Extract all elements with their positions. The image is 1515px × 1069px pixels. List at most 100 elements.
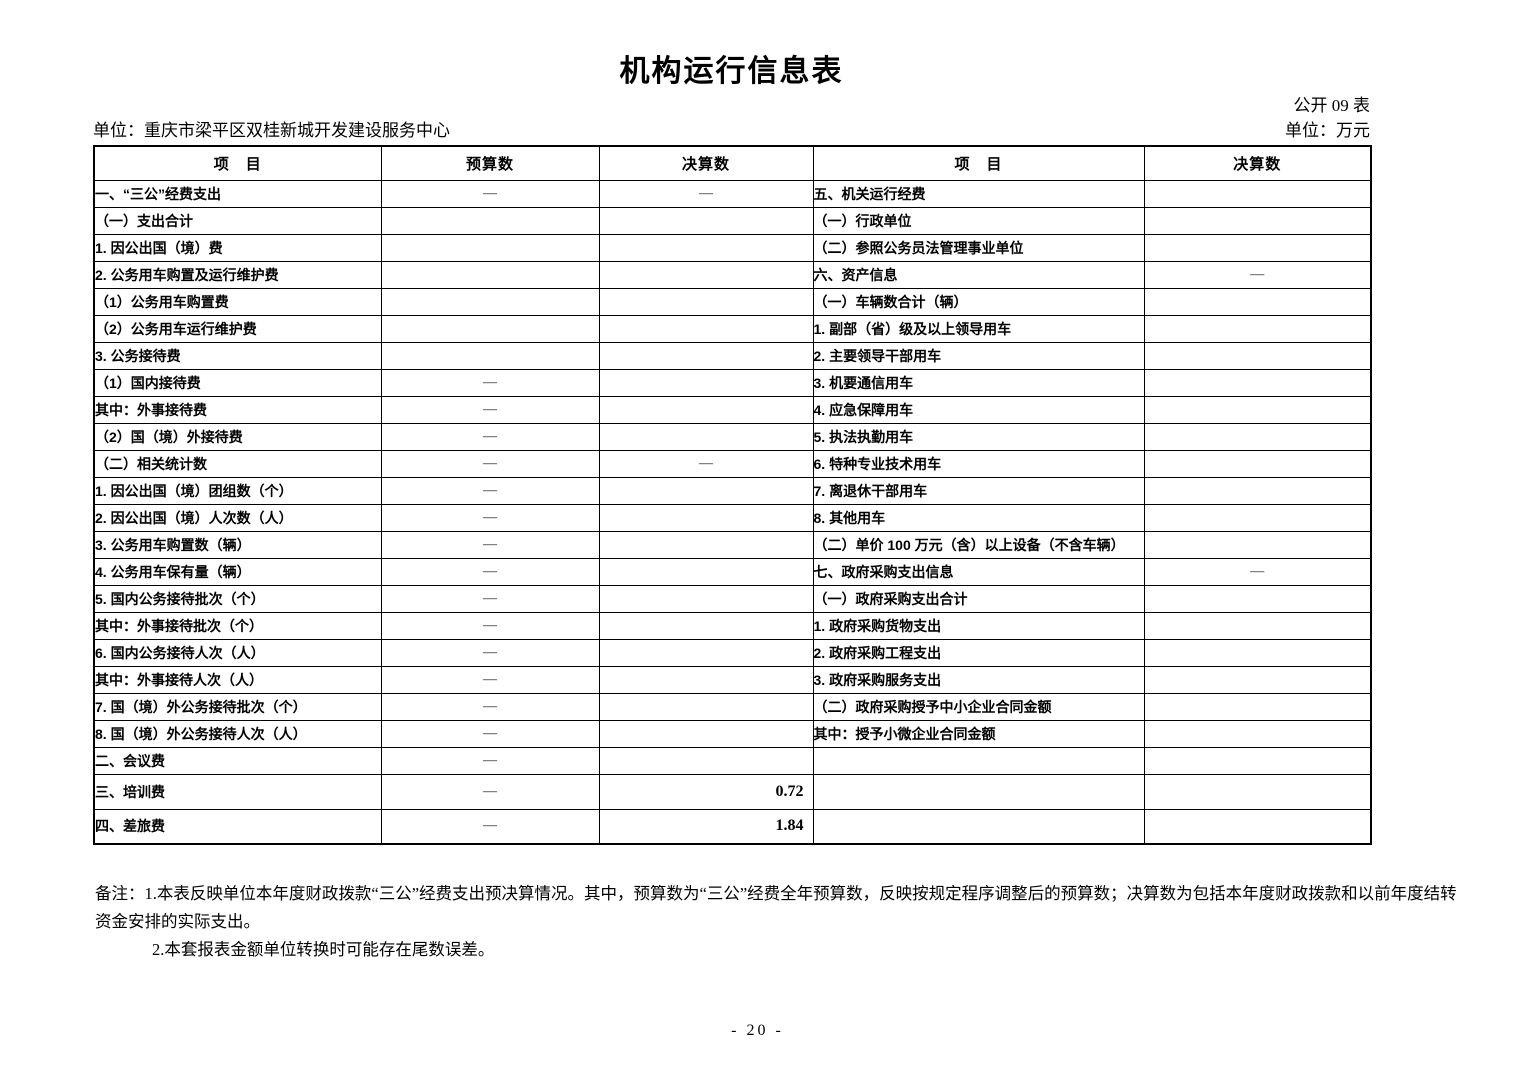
item-label-right: （一）政府采购支出合计 — [812, 584, 1145, 613]
budget-value — [380, 206, 600, 235]
item-label-left: 7. 国（境）外公务接待批次（个） — [93, 692, 382, 721]
final-value-left — [598, 638, 814, 667]
final-value-right — [1143, 773, 1372, 810]
item-label-left: （1）国内接待费 — [93, 368, 382, 397]
budget-value: — — [380, 719, 600, 748]
final-value-left — [598, 584, 814, 613]
budget-value: — — [380, 773, 600, 810]
item-label-left: 2. 因公出国（境）人次数（人） — [93, 503, 382, 532]
final-value-left: — — [598, 449, 814, 478]
item-label-left: 3. 公务用车购置数（辆） — [93, 530, 382, 559]
final-value-left: — — [598, 179, 814, 208]
final-value-left: 0.72 — [598, 773, 814, 810]
item-label-left: （2）国（境）外接待费 — [93, 422, 382, 451]
item-label-left: （2）公务用车运行维护费 — [93, 314, 382, 343]
budget-value: — — [380, 503, 600, 532]
final-value-right — [1143, 611, 1372, 640]
final-value-right — [1143, 719, 1372, 748]
final-value-right — [1143, 638, 1372, 667]
final-value-left — [598, 530, 814, 559]
final-value-left — [598, 422, 814, 451]
final-value-right — [1143, 287, 1372, 316]
final-value-left — [598, 503, 814, 532]
final-value-right — [1143, 746, 1372, 775]
table-row: 三、培训费 — 0.72 — [93, 773, 1372, 810]
col-header-item-left: 项 目 — [93, 145, 382, 181]
item-label-left: 二、会议费 — [93, 746, 382, 775]
item-label-left: 三、培训费 — [93, 773, 382, 810]
item-label-right: （一）车辆数合计（辆） — [812, 287, 1145, 316]
item-label-right: 2. 政府采购工程支出 — [812, 638, 1145, 667]
final-value-left — [598, 287, 814, 316]
table-row: 6. 国内公务接待人次（人） — 2. 政府采购工程支出 — [93, 638, 1372, 667]
col-header-budget: 预算数 — [380, 145, 600, 181]
notes: 备注：1.本表反映单位本年度财政拨款“三公”经费支出预决算情况。其中，预算数为“… — [95, 880, 1495, 964]
table-row: 7. 国（境）外公务接待批次（个） — （二）政府采购授予中小企业合同金额 — [93, 692, 1372, 721]
item-label-left: 3. 公务接待费 — [93, 341, 382, 370]
item-label-right: 1. 政府采购货物支出 — [812, 611, 1145, 640]
budget-value: — — [380, 665, 600, 694]
final-value-right — [1143, 368, 1372, 397]
item-label-right: 6. 特种专业技术用车 — [812, 449, 1145, 478]
final-value-left — [598, 314, 814, 343]
final-value-left — [598, 368, 814, 397]
item-label-right — [812, 746, 1145, 775]
final-value-left — [598, 611, 814, 640]
final-value-right — [1143, 206, 1372, 235]
table-row: 二、会议费 — — [93, 746, 1372, 775]
table-row: 1. 因公出国（境）团组数（个） — 7. 离退休干部用车 — [93, 476, 1372, 505]
table-row: 其中：外事接待人次（人） — 3. 政府采购服务支出 — [93, 665, 1372, 694]
form-code: 公开 09 表 — [1293, 96, 1371, 115]
final-value-left — [598, 260, 814, 289]
budget-value: — — [380, 808, 600, 845]
header-row: 项 目 预算数 决算数 项 目 决算数 — [93, 145, 1372, 181]
item-label-right: （二）参照公务员法管理事业单位 — [812, 233, 1145, 262]
amount-unit: 单位：万元 — [1285, 121, 1370, 140]
item-label-left: （1）公务用车购置费 — [93, 287, 382, 316]
item-label-left: 5. 国内公务接待批次（个） — [93, 584, 382, 613]
item-label-right: 2. 主要领导干部用车 — [812, 341, 1145, 370]
table-row: （2）公务用车运行维护费 1. 副部（省）级及以上领导用车 — [93, 314, 1372, 343]
item-label-left: 一、“三公”经费支出 — [93, 179, 382, 208]
final-value-left — [598, 746, 814, 775]
table-row: 四、差旅费 — 1.84 — [93, 808, 1372, 845]
item-label-right: 8. 其他用车 — [812, 503, 1145, 532]
item-label-right: 3. 机要通信用车 — [812, 368, 1145, 397]
final-value-left — [598, 665, 814, 694]
budget-value: — — [380, 638, 600, 667]
item-label-left: 2. 公务用车购置及运行维护费 — [93, 260, 382, 289]
table-row: 8. 国（境）外公务接待人次（人） — 其中：授予小微企业合同金额 — [93, 719, 1372, 748]
final-value-left — [598, 341, 814, 370]
item-label-left: 6. 国内公务接待人次（人） — [93, 638, 382, 667]
table-row: 4. 公务用车保有量（辆） — 七、政府采购支出信息 — — [93, 557, 1372, 586]
final-value-left — [598, 692, 814, 721]
item-label-left: 4. 公务用车保有量（辆） — [93, 557, 382, 586]
budget-value — [380, 233, 600, 262]
item-label-right: 7. 离退休干部用车 — [812, 476, 1145, 505]
item-label-right: 七、政府采购支出信息 — [812, 557, 1145, 586]
budget-value: — — [380, 449, 600, 478]
budget-value: — — [380, 584, 600, 613]
item-label-left: 1. 因公出国（境）团组数（个） — [93, 476, 382, 505]
final-value-right — [1143, 314, 1372, 343]
item-label-right: （一）行政单位 — [812, 206, 1145, 235]
final-value-right — [1143, 449, 1372, 478]
budget-value — [380, 260, 600, 289]
item-label-left: 四、差旅费 — [93, 808, 382, 845]
final-value-right — [1143, 692, 1372, 721]
item-label-right — [812, 773, 1145, 810]
table-row: 其中：外事接待费 — 4. 应急保障用车 — [93, 395, 1372, 424]
budget-value: — — [380, 476, 600, 505]
item-label-left: 其中：外事接待人次（人） — [93, 665, 382, 694]
final-value-left — [598, 557, 814, 586]
table-row: （1）国内接待费 — 3. 机要通信用车 — [93, 368, 1372, 397]
table-row: 2. 公务用车购置及运行维护费 六、资产信息 — — [93, 260, 1372, 289]
item-label-right — [812, 808, 1145, 845]
final-value-right — [1143, 341, 1372, 370]
table-row: 2. 因公出国（境）人次数（人） — 8. 其他用车 — [93, 503, 1372, 532]
table-row: 一、“三公”经费支出 — — 五、机关运行经费 — [93, 179, 1372, 208]
info-table: 项 目 预算数 决算数 项 目 决算数 一、“三公”经费支出 — — 五、机关运… — [93, 145, 1372, 845]
table-row: （1）公务用车购置费 （一）车辆数合计（辆） — [93, 287, 1372, 316]
item-label-right: （二）单价 100 万元（含）以上设备（不含车辆） — [812, 530, 1145, 559]
budget-value: — — [380, 179, 600, 208]
